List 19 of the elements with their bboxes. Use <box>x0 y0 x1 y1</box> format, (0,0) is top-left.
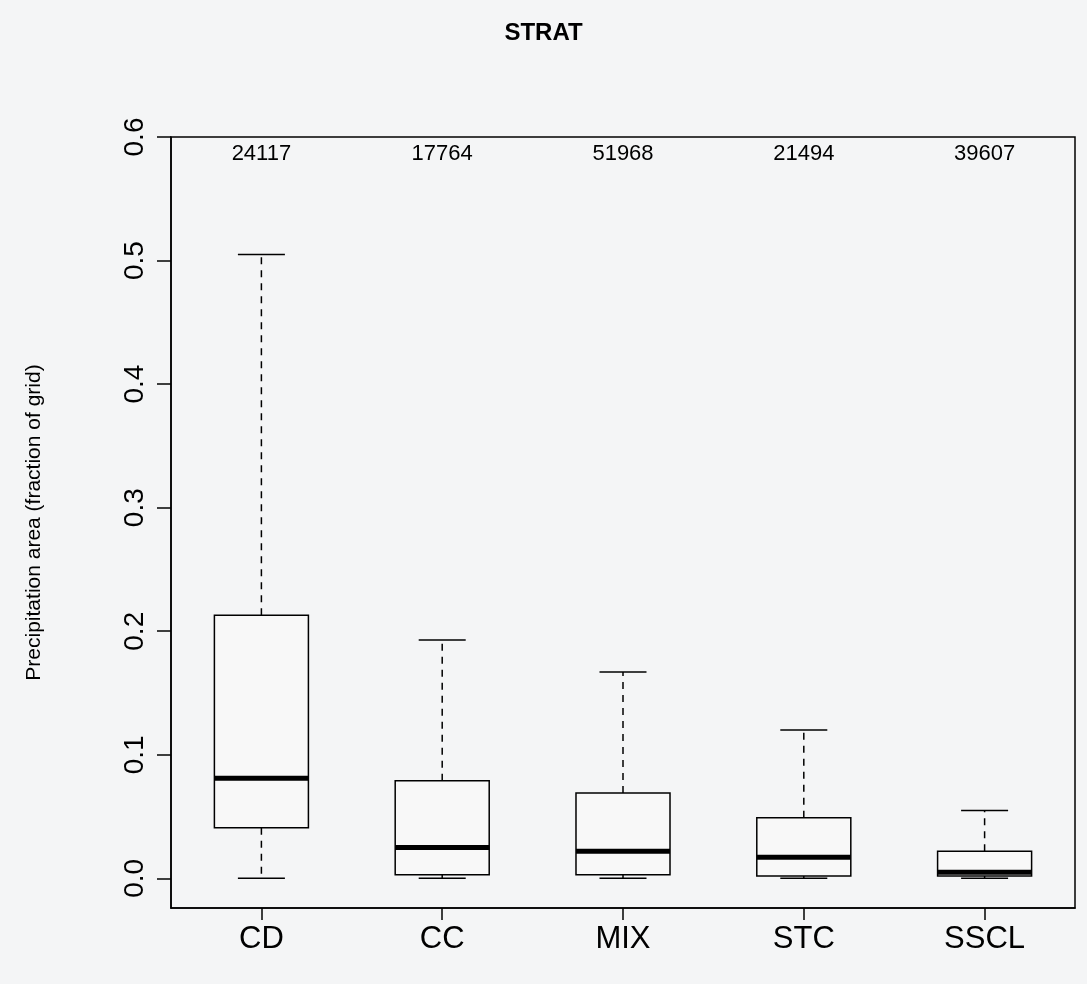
x-tick-label: MIX <box>595 920 651 955</box>
annotation: 17764 <box>411 139 473 165</box>
annotation: 21494 <box>773 139 835 165</box>
annotation: 24117 <box>231 139 292 165</box>
y-tick-label: 0.0 <box>117 858 149 898</box>
x-tick-label: CC <box>419 920 465 955</box>
annotation: 39607 <box>954 139 1016 165</box>
x-tick-label: STC <box>772 920 835 955</box>
x-tick-label: SSCL <box>944 920 1026 955</box>
y-tick-label: 0.2 <box>117 611 149 651</box>
y-tick-label: 0.5 <box>117 241 149 281</box>
chart-title: STRAT <box>504 17 583 45</box>
y-tick-label: 0.1 <box>117 735 149 775</box>
y-tick-label: 0.6 <box>117 117 149 157</box>
y-tick-label: 0.4 <box>117 364 149 404</box>
y-tick-label: 0.3 <box>117 488 149 528</box>
x-tick-label: CD <box>239 920 284 955</box>
y-axis-title: Precipitation area (fraction of grid) <box>21 364 44 681</box>
annotation: 51968 <box>592 139 654 165</box>
